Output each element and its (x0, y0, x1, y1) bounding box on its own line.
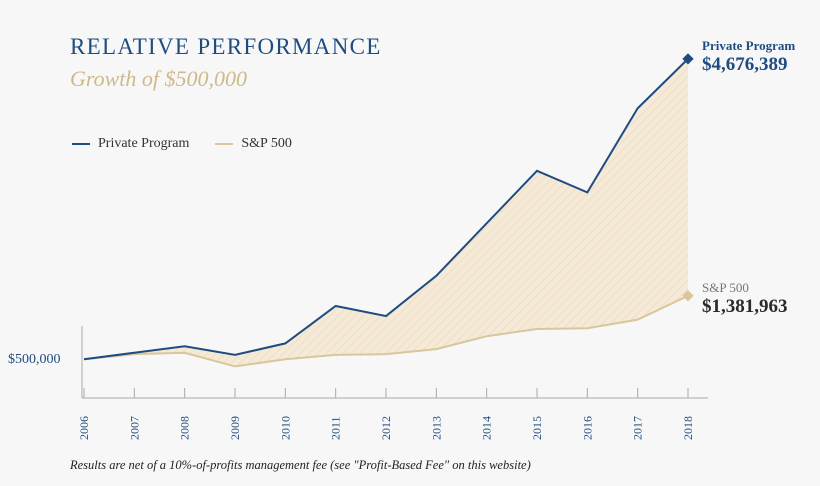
outperformance-area (84, 58, 688, 367)
legend-swatch-private-program (72, 143, 90, 145)
private-program-end-value: $4,676,389 (702, 54, 788, 75)
sp500-end-label: S&P 500 $1,381,963 (702, 280, 788, 318)
private-program-end-name: Private Program (702, 38, 796, 53)
x-tick-label-2018: 2018 (681, 416, 695, 440)
x-tick-label-2016: 2016 (580, 416, 594, 440)
sp500-end-name: S&P 500 (702, 280, 749, 295)
chart-subtitle: Growth of $500,000 (70, 66, 248, 91)
chart-title: RELATIVE PERFORMANCE (70, 34, 382, 59)
footnote: Results are net of a 10%-of-profits mana… (70, 458, 531, 472)
sp500-end-value: $1,381,963 (702, 296, 788, 317)
x-tick-label-2014: 2014 (480, 416, 494, 440)
series-line-private-program (83, 58, 689, 361)
end-marker-sp500 (682, 290, 694, 302)
x-tick-label-2013: 2013 (429, 416, 443, 440)
series-line-sp500 (83, 294, 689, 368)
legend-item-sp500: S&P 500 (215, 136, 292, 152)
legend-swatch-sp500 (215, 143, 234, 145)
legend-label-private-program: Private Program (98, 136, 190, 151)
x-tick-label-2012: 2012 (379, 416, 393, 440)
start-value-label: $500,000 (8, 352, 61, 367)
legend-label-sp500: S&P 500 (241, 136, 292, 151)
x-tick-label-2011: 2011 (329, 416, 343, 440)
end-marker-private-program (682, 53, 694, 65)
private-program-end-label: Private Program $4,676,389 (702, 38, 795, 76)
x-tick-label-2015: 2015 (530, 416, 544, 440)
legend-item-private-program: Private Program (72, 136, 189, 152)
legend: Private Program S&P 500 (72, 136, 318, 152)
x-tick-label-2008: 2008 (178, 416, 192, 440)
x-tick-label-2009: 2009 (228, 416, 242, 440)
x-tick-label-2007: 2007 (127, 416, 141, 440)
x-tick-label-2010: 2010 (278, 416, 292, 440)
x-tick-label-2006: 2006 (77, 416, 91, 440)
x-tick-label-2017: 2017 (631, 416, 645, 440)
